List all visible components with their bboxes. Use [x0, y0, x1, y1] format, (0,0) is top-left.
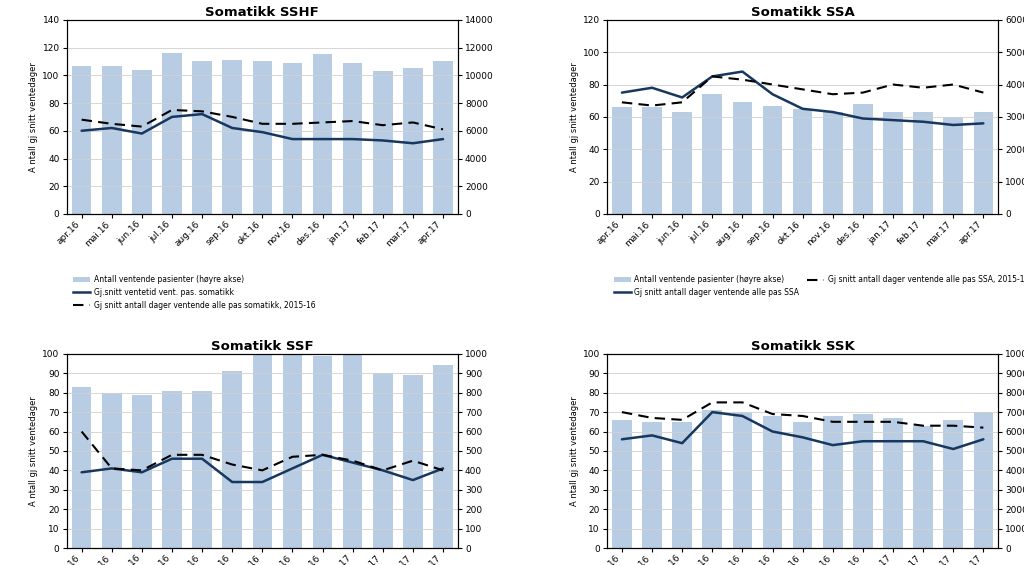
Bar [943, 117, 963, 214]
Bar [253, 354, 272, 548]
Bar [193, 391, 212, 548]
Bar [732, 102, 753, 214]
Title: Somatikk SSF: Somatikk SSF [211, 340, 313, 353]
Y-axis label: A ntall gj snitt ventedager: A ntall gj snitt ventedager [569, 62, 579, 172]
Title: Somatikk SSK: Somatikk SSK [751, 340, 854, 353]
Bar [793, 109, 812, 214]
Bar [433, 62, 453, 214]
Bar [673, 112, 692, 214]
Bar [853, 104, 872, 214]
Bar [883, 112, 903, 214]
Bar [283, 63, 302, 214]
Bar [373, 373, 392, 548]
Bar [162, 391, 182, 548]
Bar [702, 94, 722, 214]
Title: Somatikk SSHF: Somatikk SSHF [206, 6, 319, 19]
Bar [853, 414, 872, 548]
Bar [403, 68, 423, 214]
Bar [162, 53, 182, 214]
Bar [943, 420, 963, 548]
Y-axis label: A ntall gj snitt ventedager: A ntall gj snitt ventedager [30, 396, 38, 506]
Y-axis label: A ntall gj snitt ventedager: A ntall gj snitt ventedager [569, 396, 579, 506]
Bar [283, 354, 302, 548]
Bar [72, 387, 91, 548]
Bar [132, 394, 152, 548]
Bar [312, 54, 333, 214]
Legend: Antall ventende pasienter (høyre akse), Gj snitt antall dager ventende alle pas : Antall ventende pasienter (høyre akse), … [610, 272, 1024, 300]
Bar [222, 60, 242, 214]
Y-axis label: A ntall gj snitt ventedager: A ntall gj snitt ventedager [30, 62, 38, 172]
Bar [732, 412, 753, 548]
Bar [763, 106, 782, 214]
Bar [433, 366, 453, 548]
Bar [102, 66, 122, 214]
Bar [913, 112, 933, 214]
Bar [913, 425, 933, 548]
Bar [612, 107, 632, 214]
Bar [702, 410, 722, 548]
Bar [974, 112, 993, 214]
Legend: Antall ventende pasienter (høyre akse), Gj.snitt ventetid vent. pas. somatikk, G: Antall ventende pasienter (høyre akse), … [71, 272, 318, 313]
Bar [823, 112, 843, 214]
Bar [612, 420, 632, 548]
Bar [373, 71, 392, 214]
Bar [102, 393, 122, 548]
Bar [132, 69, 152, 214]
Bar [72, 66, 91, 214]
Bar [222, 371, 242, 548]
Bar [193, 62, 212, 214]
Bar [673, 422, 692, 548]
Bar [823, 416, 843, 548]
Bar [793, 422, 812, 548]
Title: Somatikk SSA: Somatikk SSA [751, 6, 854, 19]
Bar [974, 412, 993, 548]
Bar [343, 63, 362, 214]
Bar [883, 418, 903, 548]
Bar [253, 62, 272, 214]
Bar [343, 354, 362, 548]
Bar [763, 416, 782, 548]
Bar [312, 356, 333, 548]
Bar [642, 107, 662, 214]
Bar [642, 422, 662, 548]
Bar [403, 375, 423, 548]
